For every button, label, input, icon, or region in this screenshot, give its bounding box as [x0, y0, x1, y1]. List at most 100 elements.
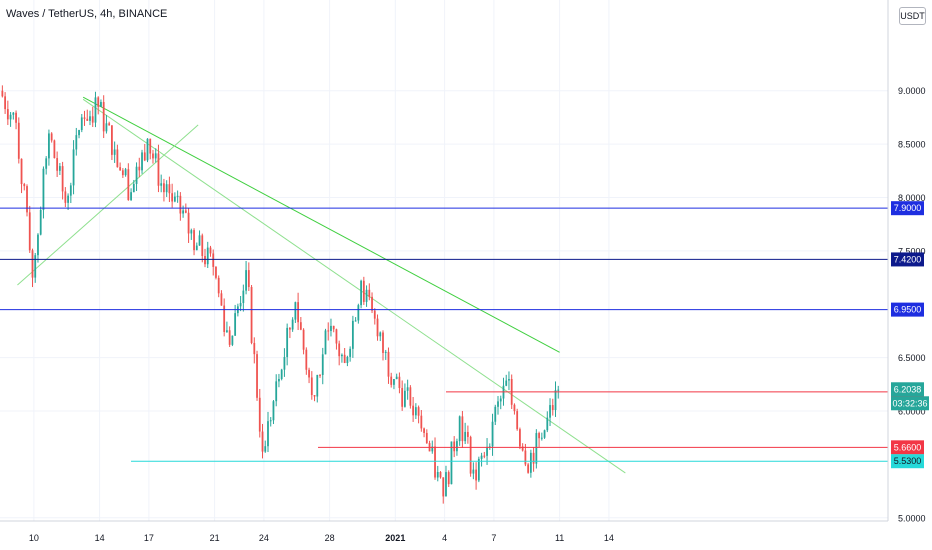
candle-body: [146, 138, 149, 161]
time-tick-label: 17: [144, 533, 154, 543]
candle-body: [253, 342, 256, 355]
candle-body: [420, 415, 423, 429]
candle-body: [330, 325, 332, 331]
candle-body: [425, 432, 428, 444]
candle-body: [173, 196, 176, 202]
candle-body: [409, 387, 412, 406]
candle-body: [278, 379, 280, 382]
candle-body: [554, 390, 557, 411]
candle-body: [72, 149, 75, 186]
candle-body: [497, 401, 499, 407]
candle-body: [80, 117, 83, 131]
current-price-badge: [891, 382, 924, 397]
candle-body: [61, 166, 64, 192]
candle-body: [23, 184, 26, 187]
candle-body: [491, 421, 494, 447]
candle-body: [461, 416, 464, 442]
trendline[interactable]: [82, 98, 626, 474]
candle-body: [160, 183, 163, 186]
trendline[interactable]: [82, 96, 560, 353]
price-tick-label: 5.0000: [898, 513, 926, 523]
candle-body: [184, 210, 187, 213]
level-price-badge: [891, 440, 924, 455]
time-tick-label: 28: [325, 533, 335, 543]
candle-body: [480, 455, 483, 459]
candle-body: [50, 133, 53, 141]
candle-body: [220, 293, 223, 306]
candle-body: [445, 472, 447, 497]
candle-body: [12, 112, 15, 115]
candle-body: [305, 349, 308, 370]
candle-body: [206, 247, 209, 265]
candle-body: [20, 158, 23, 185]
candle-body: [469, 436, 472, 474]
candle-body: [165, 184, 168, 193]
candle-body: [475, 469, 478, 481]
candle-body: [6, 109, 9, 120]
candle-body: [64, 191, 67, 203]
candle-body: [288, 327, 291, 330]
time-tick-label: 7: [491, 533, 496, 543]
candle-body: [324, 330, 327, 355]
candle-body: [154, 153, 157, 159]
candle-body: [97, 97, 100, 107]
candle-body: [341, 354, 343, 357]
candle-body: [351, 320, 354, 349]
candle-body: [100, 102, 102, 107]
candle-body: [157, 153, 160, 186]
candle-body: [387, 351, 390, 377]
level-price-badge: [891, 252, 924, 267]
candle-body: [540, 437, 543, 439]
candle-body: [450, 441, 453, 485]
candle-body: [286, 327, 289, 358]
candle-body: [198, 235, 201, 246]
level-price-label: 5.6600: [894, 442, 922, 452]
candle-body: [108, 123, 111, 126]
candle-body: [431, 446, 434, 452]
candle-body: [204, 255, 206, 265]
time-tick-label: 2021: [385, 533, 405, 543]
candle-body: [143, 152, 146, 161]
candle-body: [130, 192, 132, 200]
candle-body: [332, 325, 335, 330]
candle-body: [395, 376, 398, 380]
candle-body: [242, 290, 245, 304]
candle-body: [182, 210, 184, 214]
price-tick-label: 8.5000: [898, 140, 926, 150]
candle-body: [231, 335, 234, 345]
candle-body: [382, 332, 384, 353]
candle-body: [406, 387, 409, 391]
time-tick-label: 14: [604, 533, 614, 543]
time-axis[interactable]: 10 14 17 21 24 28 2021 4 7 11 14: [29, 533, 614, 543]
candle-body: [15, 112, 17, 123]
candle-body: [439, 472, 442, 478]
candle-body: [343, 354, 346, 363]
candle-body: [412, 405, 415, 416]
candle-body: [34, 255, 37, 278]
trendline[interactable]: [17, 124, 199, 286]
candle-body: [360, 280, 362, 306]
time-tick-label: 24: [259, 533, 269, 543]
currency-badge[interactable]: USDT: [899, 7, 926, 25]
candle-body: [258, 397, 261, 432]
level-price-badge: [891, 302, 924, 317]
candle-body: [250, 287, 253, 343]
candle-body: [176, 195, 179, 197]
candle-body: [121, 170, 124, 176]
candle-body: [215, 266, 217, 278]
candle-body: [319, 374, 321, 376]
candle-body: [508, 379, 510, 381]
candle-body: [247, 270, 250, 288]
candle-body: [368, 289, 371, 297]
candle-body: [53, 140, 56, 159]
candle-body: [245, 270, 247, 291]
candle-body: [529, 452, 532, 473]
level-price-label: 7.9000: [894, 203, 922, 213]
price-axis[interactable]: 9.0000 8.5000 8.0000 7.5000 6.5000 6.0000 5.00…: [898, 86, 926, 523]
candle-body: [267, 421, 269, 447]
price-tick-label: 6.0000: [898, 407, 926, 417]
candle-body: [434, 446, 436, 478]
candle-body: [272, 401, 275, 421]
time-tick-label: 11: [555, 533, 564, 543]
